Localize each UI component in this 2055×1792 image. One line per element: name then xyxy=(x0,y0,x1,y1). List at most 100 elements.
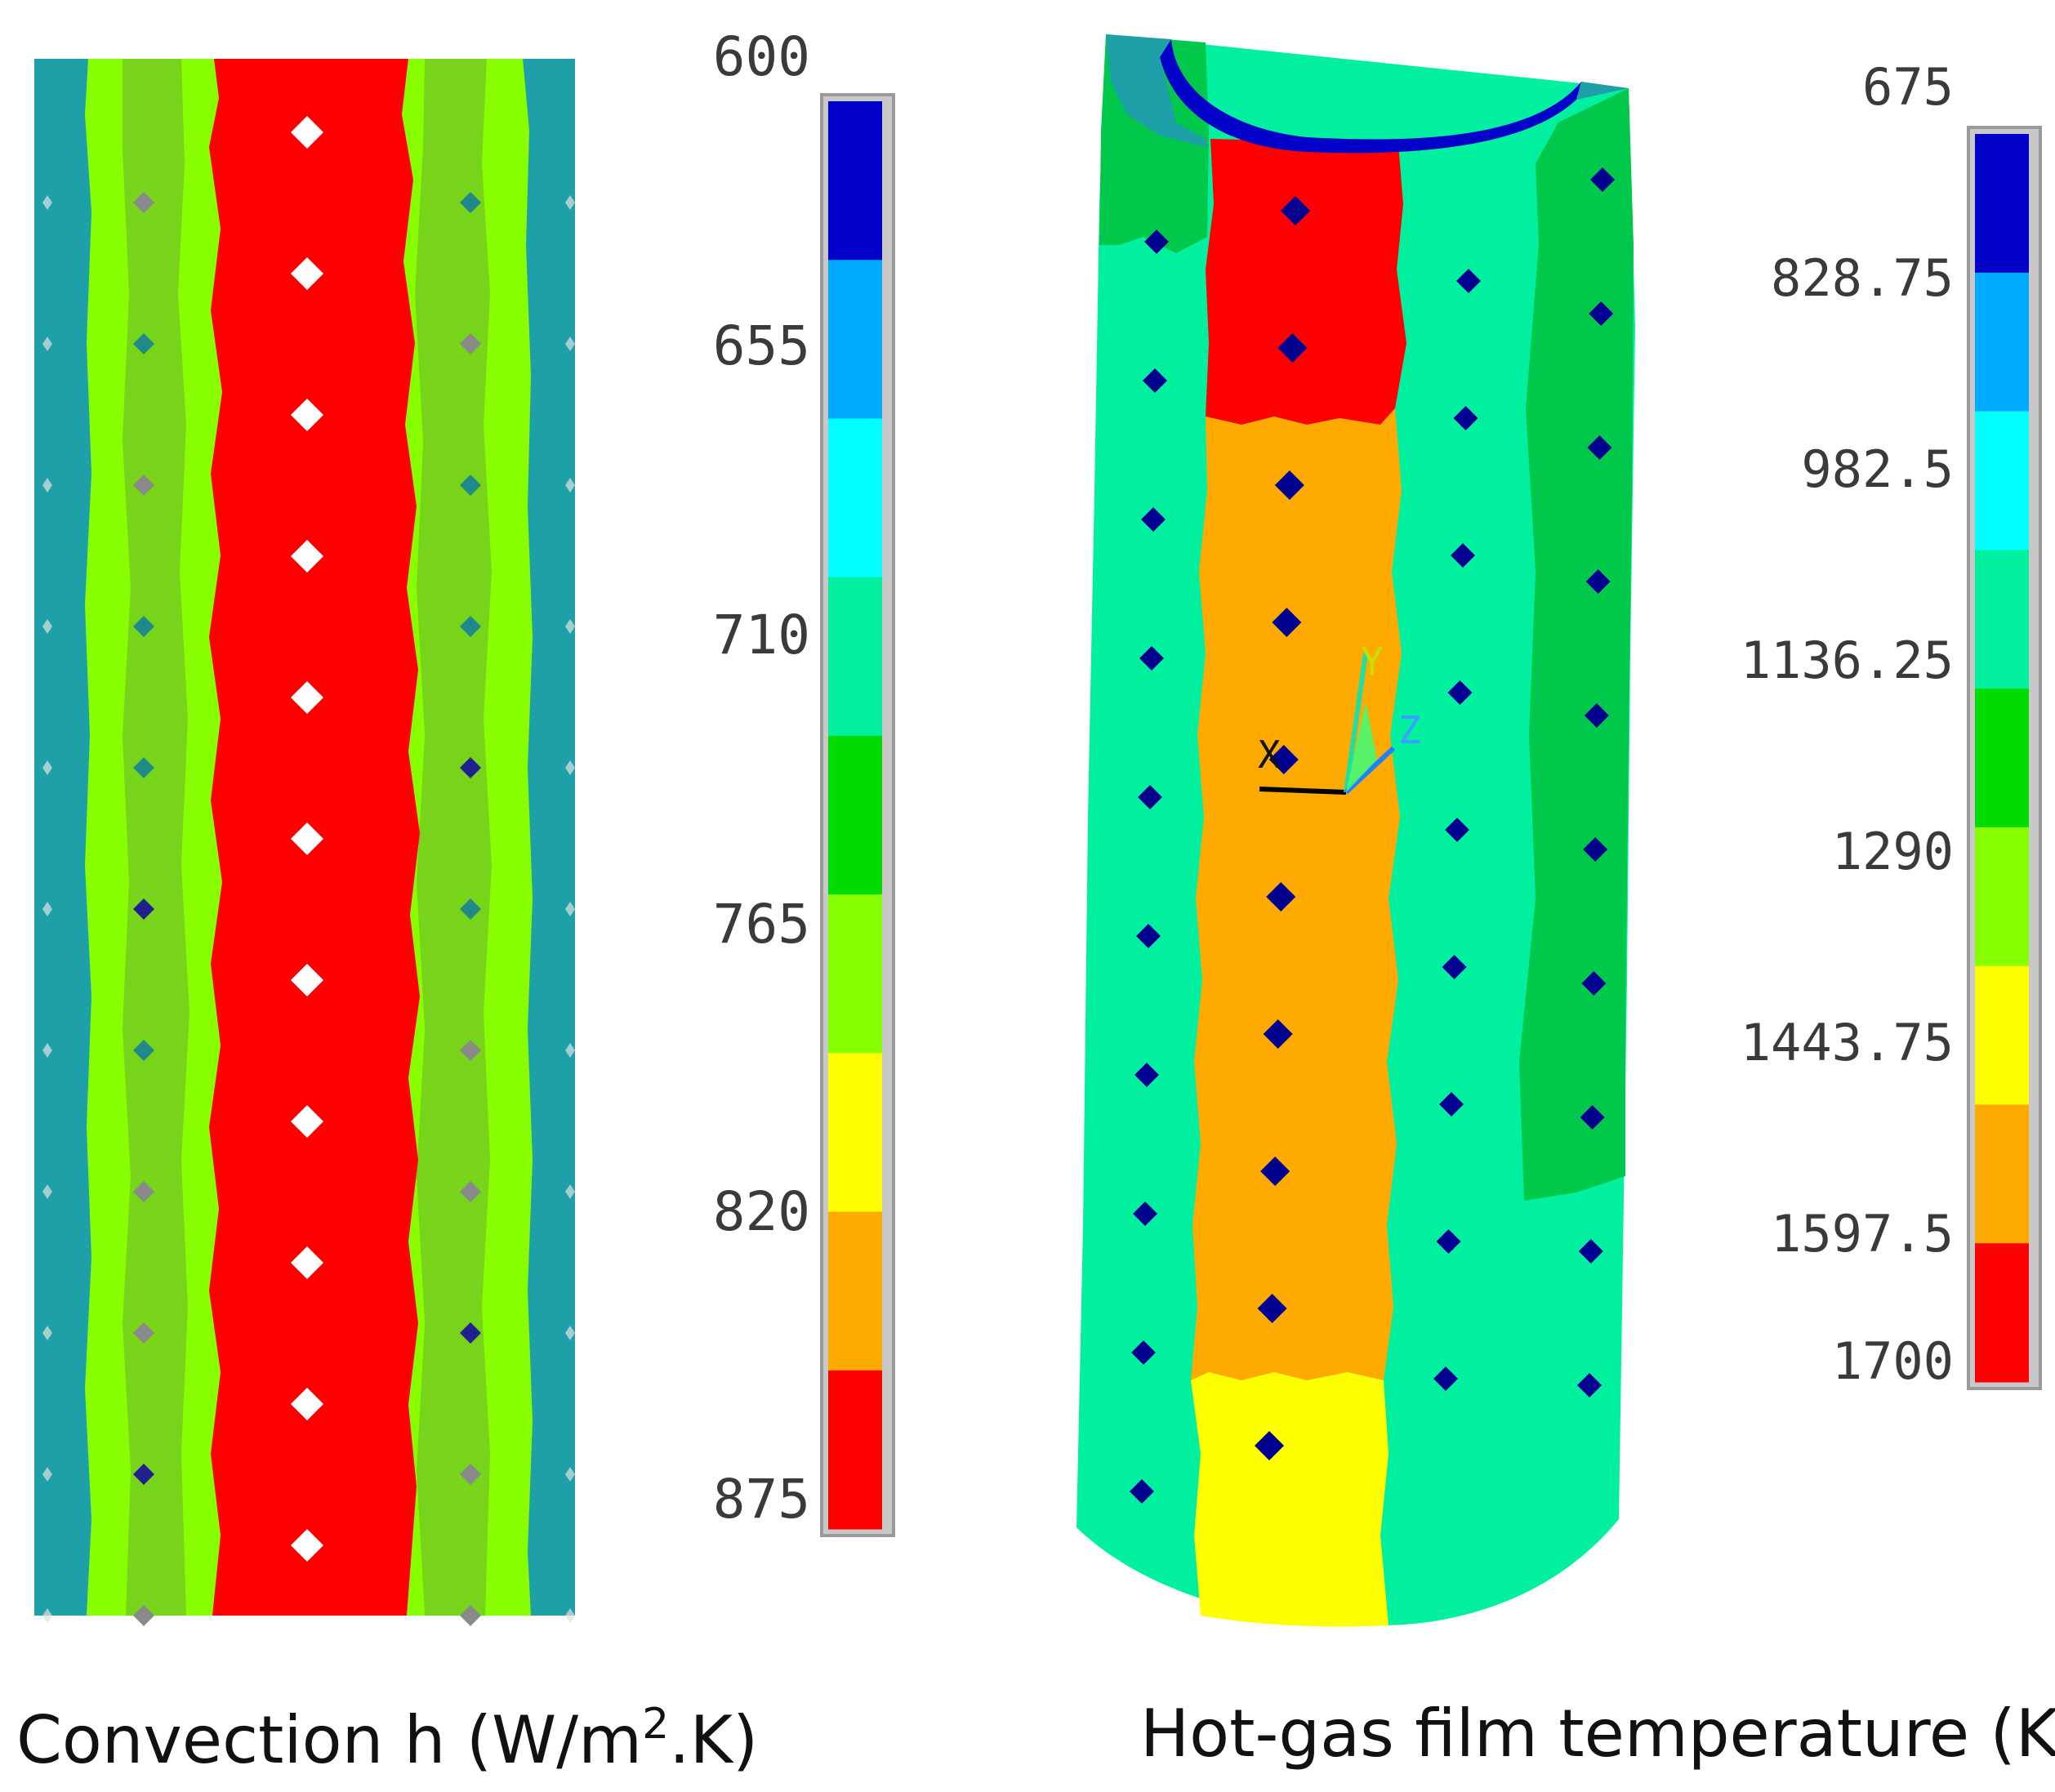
colorbar-tick-label: 600 xyxy=(713,25,810,88)
film-yellow-region xyxy=(1191,1372,1389,1627)
edge-hole xyxy=(42,1043,52,1058)
cooling-hole xyxy=(1578,1239,1603,1264)
side-hole xyxy=(460,1605,481,1626)
colorbar-tick-label: 1443.75 xyxy=(1741,1013,1954,1072)
edge-hole xyxy=(42,1326,52,1340)
colorbar-tick-label: 710 xyxy=(713,604,810,666)
cooling-hole xyxy=(1451,543,1475,568)
cooling-hole xyxy=(1433,1366,1458,1391)
side-hole xyxy=(133,1040,154,1061)
film-cooling-holes xyxy=(1130,167,1615,1504)
side-hole xyxy=(133,1464,154,1485)
convection-darkgreen-right xyxy=(415,59,492,1616)
cooling-hole xyxy=(1257,1294,1287,1323)
cooling-hole xyxy=(1587,435,1612,460)
colorbar-tick-label: 1700 xyxy=(1832,1331,1954,1391)
cooling-hole xyxy=(1584,703,1609,728)
side-hole xyxy=(133,192,154,213)
cooling-hole xyxy=(1445,818,1469,842)
colorbar-tick-label: 828.75 xyxy=(1771,248,1954,308)
side-hole xyxy=(460,1322,481,1344)
colorbar-segment xyxy=(1975,689,2029,828)
cooling-hole xyxy=(291,257,323,290)
colorbar-segment xyxy=(828,735,882,895)
edge-hole xyxy=(42,1467,52,1482)
colorbar-segment xyxy=(1975,550,2029,689)
cooling-hole xyxy=(1281,196,1310,225)
convection-contour-plot xyxy=(34,59,575,1626)
colorbar-segment xyxy=(828,1211,882,1371)
colorbar-segment xyxy=(828,1053,882,1213)
edge-hole xyxy=(42,1608,52,1623)
cooling-hole xyxy=(1442,955,1467,979)
cooling-hole xyxy=(1138,785,1162,809)
cooling-hole xyxy=(1134,1063,1159,1087)
colorbar-tick-label: 820 xyxy=(713,1180,810,1243)
cooling-hole xyxy=(1130,1479,1154,1504)
cooling-hole xyxy=(1585,569,1611,594)
edge-hole xyxy=(565,1326,575,1340)
side-hole xyxy=(460,1181,481,1202)
edge-hole xyxy=(565,1467,575,1482)
edge-hole xyxy=(565,478,575,493)
cooling-hole xyxy=(1133,1201,1157,1226)
edge-hole xyxy=(42,902,52,916)
edge-hole xyxy=(42,337,52,351)
film-right-green-region xyxy=(1519,88,1634,1201)
cooling-hole xyxy=(291,116,323,149)
colorbar-segment xyxy=(828,101,882,261)
film-top-inner-wall xyxy=(1106,34,1207,147)
cooling-hole xyxy=(291,1529,323,1562)
cooling-hole xyxy=(1272,608,1302,637)
side-hole xyxy=(460,1040,481,1061)
colorbar-segment xyxy=(1975,1243,2029,1383)
colorbar-tick-label: 675 xyxy=(1862,57,1954,117)
cooling-hole xyxy=(291,822,323,855)
colorbar-tick-label: 655 xyxy=(713,314,810,377)
cooling-hole xyxy=(1436,1229,1461,1254)
convection-cooling-holes xyxy=(291,116,323,1562)
side-hole xyxy=(460,757,481,778)
colorbar-segment xyxy=(828,1370,882,1530)
edge-hole xyxy=(42,619,52,634)
side-hole xyxy=(133,898,154,920)
cooling-hole xyxy=(1456,269,1481,293)
cooling-hole xyxy=(1277,333,1308,363)
colorbar-segment xyxy=(1975,827,2029,967)
film-temperature-colorbar: 675 828.75 982.5 1136.25 1290 1443.75 1597.5 17… xyxy=(1741,57,2042,1391)
colorbar-tick-label: 875 xyxy=(713,1468,810,1531)
convection-caption: Convection h (W/m2.K) xyxy=(16,1700,758,1778)
cooling-hole xyxy=(1255,1431,1284,1460)
cooling-hole xyxy=(291,540,323,573)
colorbar-tick-label: 1597.5 xyxy=(1771,1204,1954,1264)
edge-hole xyxy=(565,1184,575,1199)
cooling-hole xyxy=(1266,882,1296,912)
colorbar-segment xyxy=(1975,411,2029,551)
cooling-hole xyxy=(1447,680,1473,705)
film-temperature-contour-plot: Y Z X xyxy=(1077,34,1635,1627)
axis-label-x: X xyxy=(1258,733,1281,777)
cooling-hole xyxy=(291,1105,323,1138)
colorbar-segment xyxy=(828,418,882,578)
side-hole xyxy=(460,333,481,354)
cooling-hole xyxy=(1589,301,1614,326)
convection-side-holes xyxy=(42,192,575,1626)
convection-darkgreen-left xyxy=(123,59,189,1616)
edge-hole xyxy=(565,760,575,775)
cooling-hole xyxy=(1263,1019,1293,1049)
film-orange-region xyxy=(1191,408,1402,1380)
cooling-hole xyxy=(1143,368,1167,393)
edge-hole xyxy=(565,195,575,210)
cooling-hole xyxy=(1580,1105,1605,1130)
side-hole xyxy=(133,1322,154,1344)
colorbar-segment xyxy=(1975,965,2029,1105)
edge-hole xyxy=(565,619,575,634)
edge-hole xyxy=(565,902,575,916)
colorbar-segment xyxy=(1975,1104,2029,1244)
side-hole xyxy=(133,1181,154,1202)
colorbar-tick-label: 1136.25 xyxy=(1741,631,1954,690)
cooling-hole xyxy=(1274,470,1304,500)
side-hole xyxy=(460,1464,481,1485)
colorbar-tick-label: 1290 xyxy=(1832,822,1954,881)
cooling-hole xyxy=(1131,1340,1156,1365)
